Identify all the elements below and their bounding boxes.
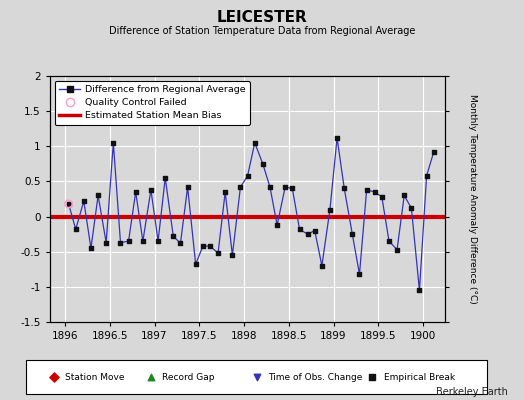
Point — [296, 226, 304, 232]
Point — [253, 374, 261, 380]
Point — [228, 252, 236, 258]
Point — [80, 198, 88, 204]
Point — [415, 287, 423, 294]
Point — [370, 189, 379, 195]
Point — [355, 271, 364, 278]
Legend: Difference from Regional Average, Quality Control Failed, Estimated Station Mean: Difference from Regional Average, Qualit… — [54, 81, 250, 125]
Text: Difference of Station Temperature Data from Regional Average: Difference of Station Temperature Data f… — [109, 26, 415, 36]
Point — [407, 205, 416, 211]
Point — [385, 238, 393, 244]
Point — [273, 222, 281, 228]
Point — [161, 175, 169, 181]
Point — [288, 185, 297, 192]
Point — [139, 238, 147, 244]
Point — [50, 374, 58, 380]
Point — [244, 173, 252, 179]
Point — [318, 262, 326, 269]
Point — [191, 261, 200, 268]
Text: Station Move: Station Move — [66, 372, 125, 382]
Point — [430, 149, 438, 155]
Point — [64, 201, 73, 207]
Text: LEICESTER: LEICESTER — [216, 10, 308, 25]
Point — [259, 161, 267, 167]
Point — [363, 187, 371, 193]
Point — [109, 140, 117, 146]
Text: Record Gap: Record Gap — [162, 372, 215, 382]
Point — [281, 184, 289, 190]
Point — [64, 201, 73, 207]
Point — [340, 185, 348, 192]
Point — [124, 238, 133, 244]
Point — [303, 231, 312, 237]
Point — [154, 238, 162, 244]
Point — [400, 192, 408, 199]
Point — [326, 206, 334, 213]
Point — [87, 245, 95, 252]
Point — [333, 135, 341, 141]
Point — [116, 239, 125, 246]
Point — [206, 243, 214, 249]
Text: Berkeley Earth: Berkeley Earth — [436, 387, 508, 397]
Point — [147, 374, 155, 380]
Text: Empirical Break: Empirical Break — [384, 372, 455, 382]
Text: Time of Obs. Change: Time of Obs. Change — [268, 372, 363, 382]
Point — [378, 194, 386, 200]
Point — [132, 189, 140, 195]
Point — [368, 374, 376, 380]
Point — [102, 239, 111, 246]
Point — [236, 184, 245, 190]
Point — [176, 240, 184, 246]
Point — [250, 140, 259, 146]
Y-axis label: Monthly Temperature Anomaly Difference (°C): Monthly Temperature Anomaly Difference (… — [468, 94, 477, 304]
Point — [422, 173, 431, 179]
FancyBboxPatch shape — [26, 360, 487, 394]
Point — [266, 184, 274, 190]
Point — [94, 192, 102, 199]
Point — [221, 189, 230, 195]
Point — [214, 250, 222, 256]
Point — [311, 228, 319, 234]
Point — [147, 187, 155, 193]
Point — [169, 233, 178, 240]
Point — [72, 226, 80, 232]
Point — [199, 243, 207, 249]
Point — [183, 184, 192, 190]
Point — [393, 246, 401, 253]
Point — [348, 231, 356, 237]
